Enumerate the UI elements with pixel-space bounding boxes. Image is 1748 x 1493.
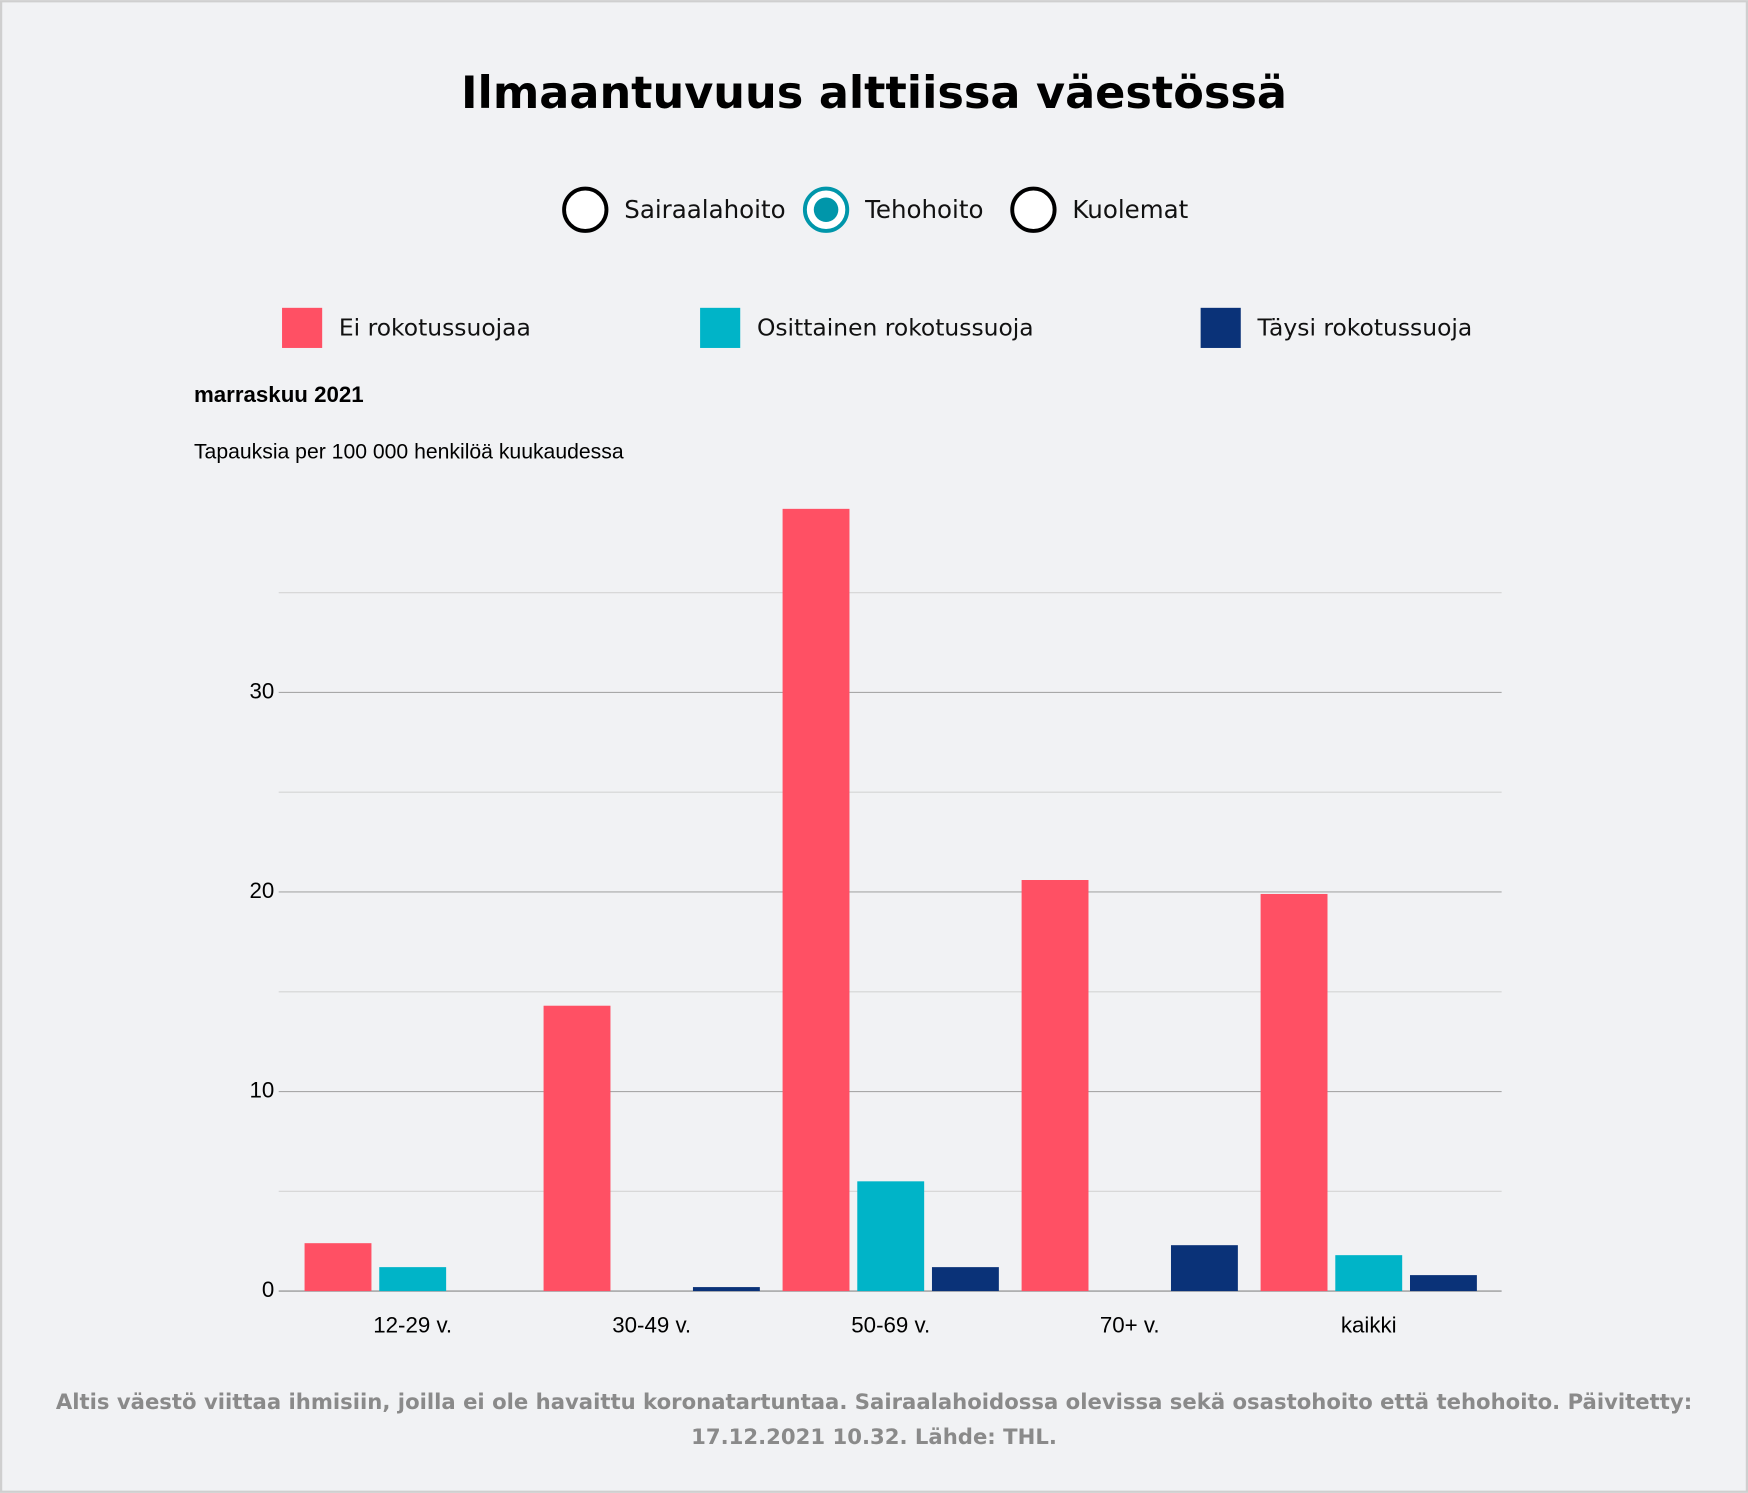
y-tick-label: 30 [249, 678, 274, 703]
y-tick-label: 20 [249, 878, 274, 903]
bar [782, 508, 850, 1292]
y-tick-label: 10 [249, 1077, 274, 1102]
radio-label[interactable]: Tehohoito [864, 195, 983, 224]
y-tick-label: 0 [262, 1277, 274, 1302]
bar [543, 1005, 611, 1292]
bar [857, 1181, 925, 1292]
y-axis-label: Tapauksia per 100 000 henkilöä kuukaudes… [194, 440, 624, 463]
bar [1260, 893, 1328, 1292]
legend-label: Ei rokotussuojaa [339, 314, 531, 342]
x-tick-label: 12-29 v. [373, 1313, 452, 1338]
radio-button[interactable] [562, 186, 609, 233]
footnote-box: Altis väestö viittaa ihmisiin, joilla ei… [55, 1390, 1693, 1450]
bar [692, 1287, 760, 1292]
legend-swatch [282, 307, 323, 348]
page-title: Ilmaantuvuus alttiissa väestössä [461, 67, 1287, 119]
x-tick-label: 30-49 v. [612, 1313, 691, 1338]
radio-dot [813, 197, 839, 222]
chart-subtitle: marraskuu 2021 [194, 382, 364, 407]
bar [1409, 1275, 1477, 1292]
bar [1021, 880, 1089, 1292]
legend-swatch [1200, 307, 1241, 348]
x-tick-label: 70+ v. [1100, 1313, 1160, 1338]
legend-label: Täysi rokotussuoja [1256, 314, 1472, 342]
bar [1170, 1245, 1238, 1292]
legend-swatch [700, 307, 741, 348]
radio-label[interactable]: Kuolemat [1072, 195, 1188, 224]
radio-label[interactable]: Sairaalahoito [624, 195, 785, 224]
radio-button[interactable] [1010, 186, 1057, 233]
bar [304, 1243, 372, 1292]
footnote: Altis väestö viittaa ihmisiin, joilla ei… [55, 1390, 1693, 1450]
legend-label: Osittainen rokotussuoja [757, 314, 1034, 342]
x-tick-label: 50-69 v. [851, 1313, 930, 1338]
bar [1335, 1255, 1403, 1292]
bar [931, 1267, 999, 1292]
bar [379, 1267, 447, 1292]
x-tick-label: kaikki [1341, 1313, 1397, 1338]
